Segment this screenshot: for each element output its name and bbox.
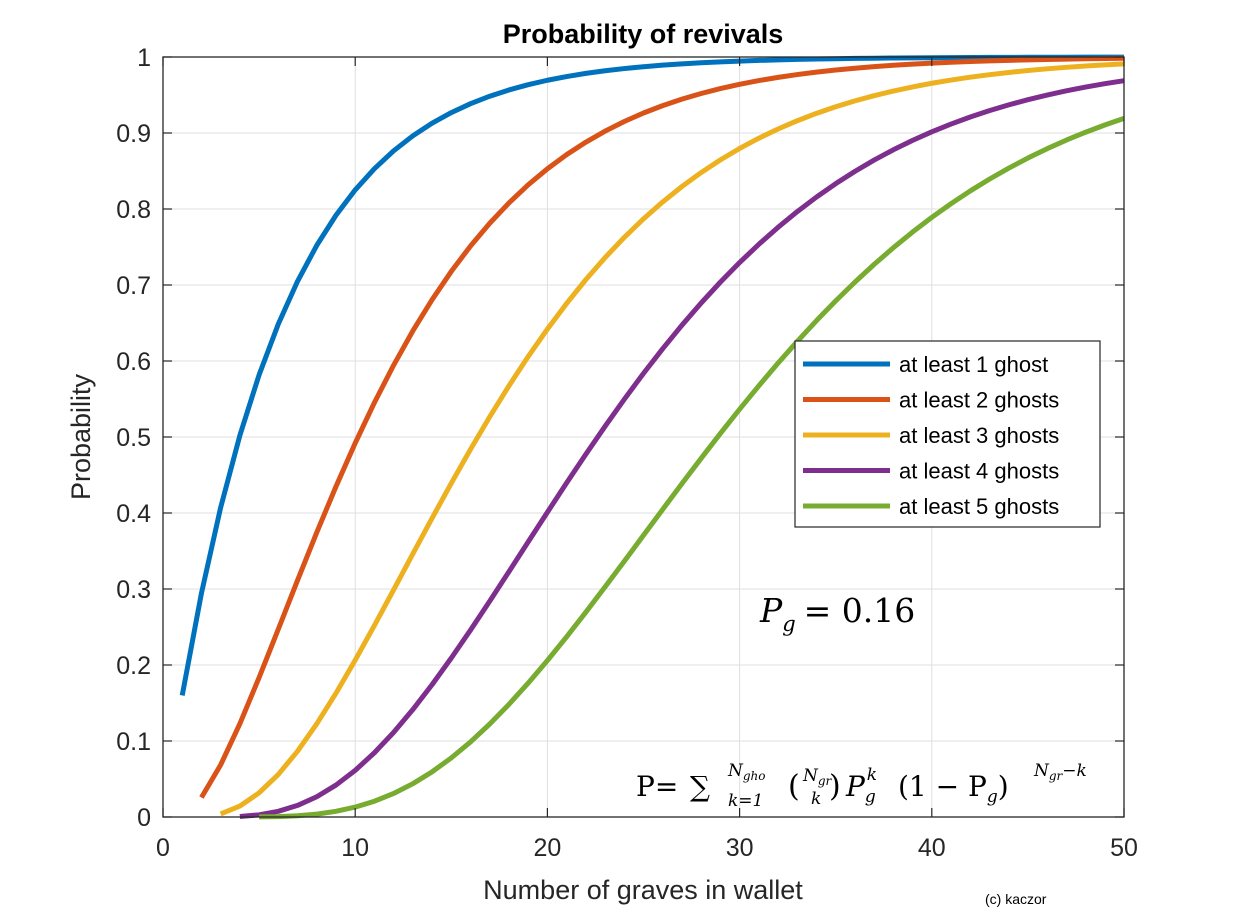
credit-text: (c) kaczor [985,891,1047,907]
formula-binom-close: ) [829,769,841,804]
legend-label-5: at least 5 ghosts [899,494,1059,519]
tick-marks [162,56,1125,818]
formula-lower-limit: k=1 [728,791,763,811]
x-tick-label: 50 [1110,834,1138,862]
y-tick-label: 0.9 [116,120,151,148]
y-tick-label: 0.2 [116,652,151,680]
y-axis-label: Probability [66,373,96,500]
y-tick-label: 0 [137,804,151,832]
y-tick-label: 0.1 [116,728,151,756]
series-line-4 [239,78,1125,819]
formula-paren: (1 − Pg) [898,770,1009,807]
series-layer [179,54,1125,820]
x-tick-label: 10 [341,834,369,862]
chart-title: Probability of revivals [503,19,784,49]
y-tick-label: 1 [137,44,151,72]
legend-label-3: at least 3 ghosts [899,423,1059,448]
formula-lhs: P= [636,770,678,803]
legend-label-2: at least 2 ghosts [899,388,1059,413]
y-tick-label: 0.5 [116,424,151,452]
series-line-2 [199,55,1125,799]
y-tick-label: 0.3 [116,576,151,604]
y-tick-label: 0.4 [116,500,151,528]
formula-exponent: Ngr−k [1033,761,1087,783]
legend-label-1: at least 1 ghost [899,352,1048,377]
x-tick-label: 30 [726,834,754,862]
formula-annotation: P= ∑ Ngho k=1 ( Ngr k ) Pgk (1 − Pg) Ngr… [636,761,1087,811]
formula-binom-top: Ngr [802,766,833,788]
formula-pgk: Pgk [845,765,877,807]
formula-upper-limit: Ngho [727,761,766,783]
x-tick-label: 40 [918,834,946,862]
pg-annotation: Pg = 0.16 [759,591,915,636]
formula-binom-open: ( [788,769,800,804]
y-tick-label: 0.8 [116,196,151,224]
series-line-3 [219,61,1125,817]
legend: at least 1 ghost at least 2 ghosts at leas… [794,340,1101,528]
y-tick-label: 0.6 [116,348,151,376]
x-tick-label: 20 [533,834,561,862]
formula-binom-bottom: k [811,789,821,809]
x-tick-label: 0 [156,834,170,862]
y-tick-label: 0.7 [116,272,151,300]
x-tick-labels: 0 10 20 30 40 50 [156,834,1138,862]
formula-sum-sign: ∑ [690,770,710,803]
series-line-5 [259,116,1125,820]
legend-label-4: at least 4 ghosts [899,459,1059,484]
y-tick-labels: 0 0.1 0.2 0.3 0.4 0.5 0.6 0.7 0.8 0.9 1 [116,44,151,832]
x-axis-label: Number of graves in wallet [483,875,803,905]
